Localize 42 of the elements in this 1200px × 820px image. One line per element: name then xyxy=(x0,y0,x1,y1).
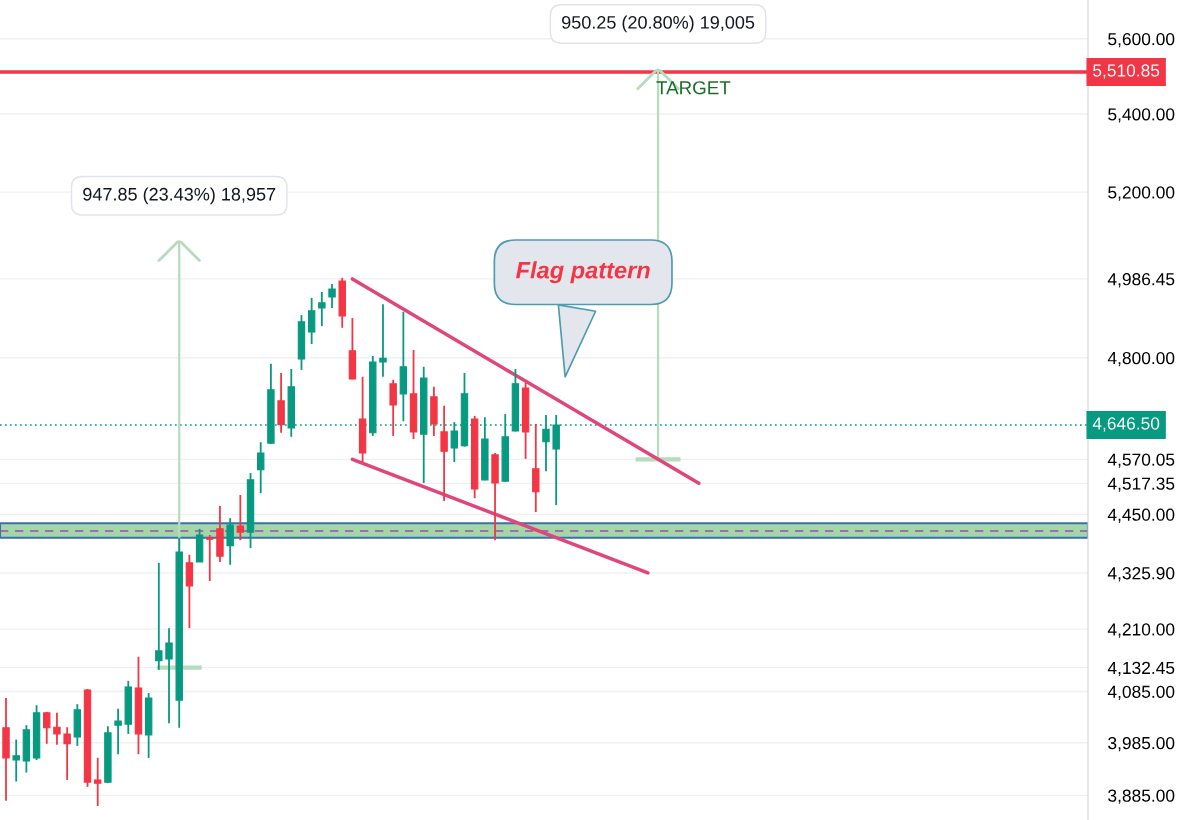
candlestick xyxy=(155,561,163,671)
candlestick xyxy=(53,711,61,746)
text: 950.25 (20.80%) 19,005 xyxy=(562,15,755,33)
y-tick-label: 4,085.00 xyxy=(1107,685,1175,700)
y-tick-label: 4,800.00 xyxy=(1107,351,1175,367)
y-tick-label: 4,210.00 xyxy=(1107,623,1175,638)
annotation: Flag pattern xyxy=(516,261,650,284)
y-tick-label: 4,986.45 xyxy=(1107,273,1175,288)
y-tick-label: 5,200.00 xyxy=(1108,186,1175,201)
candlestick xyxy=(236,494,245,542)
candlestick xyxy=(307,296,316,345)
candlestick xyxy=(63,726,71,781)
y-tick-label: 4,325.90 xyxy=(1107,567,1175,582)
candlestick xyxy=(318,291,326,328)
y-tick-label: 4,570.05 xyxy=(1107,453,1175,468)
y-tick-label: 5,400.00 xyxy=(1108,108,1175,123)
candlestick xyxy=(532,422,540,513)
candlestick xyxy=(379,303,387,378)
text: 947.85 (23.43%) 18,957 xyxy=(83,187,276,205)
candlestick xyxy=(206,534,214,582)
candlestick xyxy=(43,710,51,745)
y-tick-label: 4,132.45 xyxy=(1107,661,1175,677)
y-tick-label: 3,885.00 xyxy=(1108,789,1175,804)
candlestick xyxy=(93,756,102,807)
annotation: TARGET xyxy=(656,81,731,95)
y-tick-label: 4,450.00 xyxy=(1107,508,1175,523)
candlestick xyxy=(226,517,234,566)
candlestick xyxy=(389,378,397,437)
ref-line-label: 4,646.50 xyxy=(1092,417,1160,432)
candlestick xyxy=(114,707,122,756)
candlestick xyxy=(257,441,265,495)
candlestick xyxy=(277,371,285,434)
candlestick xyxy=(165,627,173,725)
candlestick xyxy=(542,414,550,473)
ref-line-label: 5,510.85 xyxy=(1093,64,1160,79)
y-tick-label: 3,985.00 xyxy=(1108,736,1175,752)
candlestick xyxy=(440,404,448,502)
y-tick-label: 5,600.00 xyxy=(1108,32,1175,48)
candlestick xyxy=(185,553,194,630)
y-tick-label: 4,517.35 xyxy=(1107,477,1175,492)
candlestick xyxy=(328,283,336,309)
candlestick xyxy=(12,738,20,783)
